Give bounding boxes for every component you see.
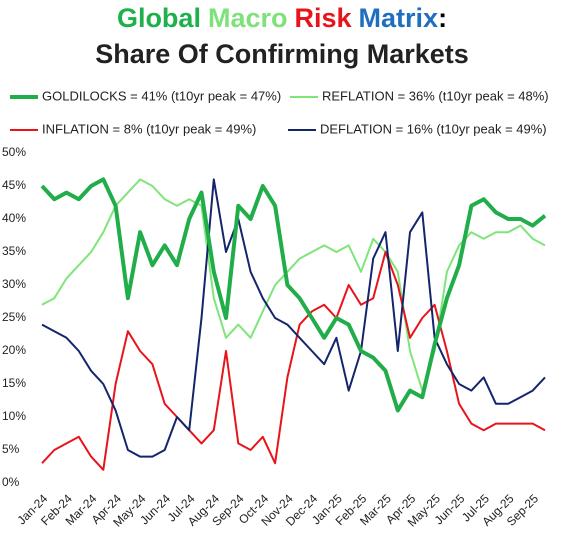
series-line bbox=[41, 178, 546, 392]
y-tick-label: 15% bbox=[2, 376, 26, 390]
title-part: Risk bbox=[294, 3, 352, 33]
y-tick-label: 50% bbox=[2, 145, 26, 159]
title-part: Macro bbox=[208, 3, 288, 33]
chart-title: Global Macro Risk Matrix: bbox=[117, 3, 447, 33]
chart-subtitle: Share Of Confirming Markets bbox=[95, 39, 469, 69]
y-tick-label: 0% bbox=[2, 475, 20, 489]
y-tick-label: 20% bbox=[2, 343, 26, 357]
legend-label: DEFLATION = 16% (t10yr peak = 49%) bbox=[320, 121, 547, 136]
legend-label: REFLATION = 36% (t10yr peak = 48%) bbox=[322, 88, 549, 103]
y-tick-label: 45% bbox=[2, 178, 26, 192]
y-tick-label: 40% bbox=[2, 211, 26, 225]
legend-label: GOLDILOCKS = 41% (t10yr peak = 47%) bbox=[42, 88, 281, 103]
y-tick-label: 10% bbox=[2, 409, 26, 423]
title-part: Matrix bbox=[359, 3, 439, 33]
y-tick-label: 5% bbox=[2, 442, 20, 456]
legend-label: INFLATION = 8% (t10yr peak = 49%) bbox=[42, 121, 256, 136]
y-tick-label: 25% bbox=[2, 310, 26, 324]
series-line bbox=[41, 178, 546, 458]
y-tick-label: 35% bbox=[2, 244, 26, 258]
y-tick-label: 30% bbox=[2, 277, 26, 291]
series-line bbox=[40, 177, 547, 413]
series-line bbox=[41, 251, 546, 471]
title-part: : bbox=[438, 3, 447, 33]
title-part: Global bbox=[117, 3, 201, 33]
